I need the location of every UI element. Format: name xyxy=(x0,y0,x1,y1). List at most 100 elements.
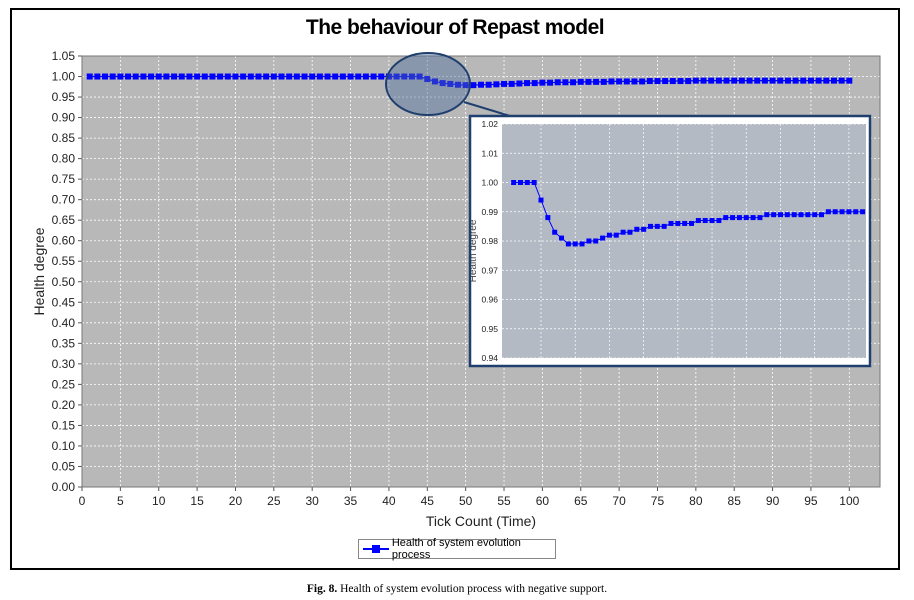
inset-data-point xyxy=(723,215,729,221)
inset-data-point xyxy=(572,241,578,247)
inset-data-point xyxy=(559,235,565,241)
inset-data-point xyxy=(853,209,859,215)
data-point xyxy=(247,73,254,80)
data-point xyxy=(547,79,554,86)
inset-data-point xyxy=(702,218,708,224)
data-point xyxy=(577,78,584,85)
chart-title: The behaviour of Repast model xyxy=(305,16,605,39)
inset-data-point xyxy=(832,209,838,215)
data-point xyxy=(293,73,300,80)
data-point xyxy=(109,73,116,80)
y-tick-label: 0.15 xyxy=(52,418,76,432)
y-tick-label: 1.00 xyxy=(52,70,76,84)
y-tick-label: 0.40 xyxy=(52,316,76,330)
inset-data-point xyxy=(825,209,831,215)
data-point xyxy=(539,79,546,86)
y-tick-label: 0.45 xyxy=(52,295,76,309)
inset-data-point xyxy=(839,209,845,215)
inset-y-tick-label: 0.97 xyxy=(481,265,498,275)
inset-data-point xyxy=(730,215,736,221)
inset-data-point xyxy=(819,212,825,218)
plot-border xyxy=(81,55,881,488)
inset-data-point xyxy=(846,209,852,215)
inset-data-point xyxy=(784,212,790,218)
data-point xyxy=(669,78,676,85)
inset-series-line xyxy=(513,182,863,245)
inset-border xyxy=(468,114,872,368)
inset-data-point xyxy=(634,226,640,232)
inset-data-point xyxy=(606,232,612,238)
data-point xyxy=(424,75,431,82)
inset-data-point xyxy=(586,238,592,244)
y-tick-label: 0.05 xyxy=(52,459,76,473)
x-tick-label: 80 xyxy=(689,494,703,508)
inset-data-point xyxy=(791,212,797,218)
data-point xyxy=(746,77,753,84)
inset-data-point xyxy=(743,215,749,221)
data-point xyxy=(616,78,623,85)
y-tick-label: 0.75 xyxy=(52,172,76,186)
data-point xyxy=(585,78,592,85)
data-point xyxy=(570,79,577,86)
inset-data-point xyxy=(511,180,517,185)
inset-data-point xyxy=(771,212,777,218)
inset-data-point xyxy=(750,215,756,221)
inset-data-point xyxy=(805,212,811,218)
inset-data-point xyxy=(524,180,530,185)
data-point xyxy=(278,73,285,80)
data-point xyxy=(140,73,147,80)
y-tick-label: 0.55 xyxy=(52,254,76,268)
legend: Health of system evolution process xyxy=(358,537,556,561)
x-tick-label: 5 xyxy=(117,494,124,508)
data-point xyxy=(470,82,477,89)
data-point xyxy=(723,77,730,84)
data-point xyxy=(685,78,692,85)
legend-label: Health of system evolution process xyxy=(391,537,521,561)
data-point xyxy=(554,79,561,86)
x-tick-label: 15 xyxy=(190,494,204,508)
inset-y-tick-label: 1.00 xyxy=(481,178,498,188)
data-point xyxy=(217,73,224,80)
data-point xyxy=(516,80,523,87)
inset-data-point xyxy=(552,229,558,235)
inset-data-point xyxy=(860,209,866,215)
x-tick-label: 95 xyxy=(804,494,818,508)
inset-data-point xyxy=(579,241,585,247)
data-point xyxy=(807,77,814,84)
data-point xyxy=(347,73,354,80)
data-point xyxy=(823,77,830,84)
data-point xyxy=(86,73,93,80)
y-tick-label: 0.30 xyxy=(52,357,76,371)
data-point xyxy=(301,73,308,80)
data-point xyxy=(255,73,262,80)
zoom-connector xyxy=(463,101,511,117)
data-point xyxy=(132,73,139,80)
data-point xyxy=(263,73,270,80)
inset-y-tick-label: 1.02 xyxy=(481,119,498,129)
data-point xyxy=(662,78,669,85)
data-point xyxy=(731,77,738,84)
inset-y-axis-label: Health degree xyxy=(468,219,479,282)
y-tick-label: 0.85 xyxy=(52,131,76,145)
x-tick-label: 0 xyxy=(79,494,86,508)
inset-data-point xyxy=(682,220,688,226)
legend-swatch-icon xyxy=(363,543,389,555)
x-tick-label: 55 xyxy=(497,494,511,508)
y-tick-label: 0.00 xyxy=(52,480,76,494)
inset-data-point xyxy=(675,220,681,226)
data-point xyxy=(646,78,653,85)
inset-data-point xyxy=(600,235,606,241)
data-point xyxy=(462,82,469,89)
y-tick-label: 0.35 xyxy=(52,336,76,350)
inset-data-point xyxy=(538,197,544,203)
data-point xyxy=(485,81,492,88)
data-point xyxy=(194,73,201,80)
data-point xyxy=(769,77,776,84)
inset-plot: 0.94 0.95 0.96 0.97 0.98 0.99 1.00 1.01 1.02 Heal… xyxy=(468,114,872,368)
x-tick-label: 70 xyxy=(612,494,626,508)
inset-data-point xyxy=(736,215,742,221)
inset-y-tick-label: 0.99 xyxy=(481,207,498,217)
inset-data-point xyxy=(757,215,763,221)
x-tick-label: 85 xyxy=(728,494,742,508)
